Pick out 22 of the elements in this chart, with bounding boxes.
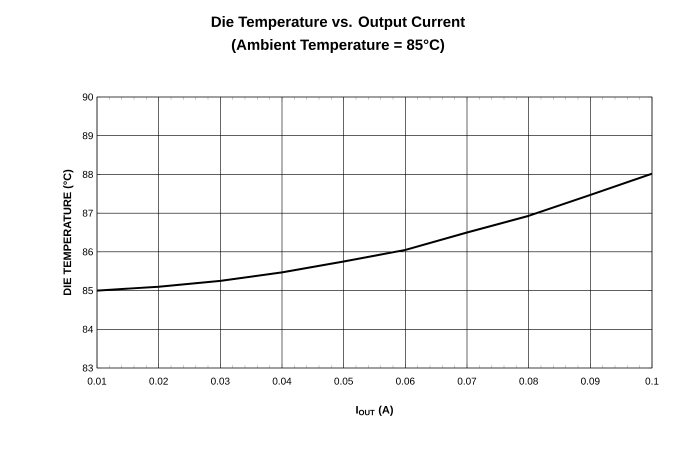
y-tick-label: 83 <box>82 364 93 372</box>
y-tick-label: 86 <box>82 248 93 256</box>
x-axis-title: I$_{OUT}$ (A) <box>356 406 393 416</box>
x-tick-label: 0.05 <box>334 378 353 385</box>
y-axis-title: DIE TEMPERATURE (°C) <box>63 170 74 296</box>
y-tick-label: 90 <box>82 93 93 101</box>
chart-title: Die Temperature vs. Output Current <box>212 16 465 30</box>
x-tick-label: 0.01 <box>88 378 106 385</box>
x-tick-label: 0.03 <box>211 378 230 385</box>
x-tick-label: 0.08 <box>519 378 538 385</box>
y-tick-label: 89 <box>82 132 93 140</box>
y-tick-label: 84 <box>82 326 94 333</box>
x-tick-label: 0.04 <box>272 378 292 385</box>
y-tick-label: 85 <box>82 287 93 294</box>
chart-subtitle: (Ambient Temperature = 85°C) <box>232 39 444 53</box>
y-tick-label: 88 <box>82 170 93 178</box>
x-tick-label: 0.06 <box>396 378 415 385</box>
x-tick-label: 0.07 <box>458 378 476 385</box>
y-tick-label: 87 <box>82 210 93 217</box>
x-tick-label: 0.09 <box>581 378 600 385</box>
x-tick-label: 0.02 <box>149 378 168 385</box>
x-tick-label: 0.1 <box>645 378 658 385</box>
